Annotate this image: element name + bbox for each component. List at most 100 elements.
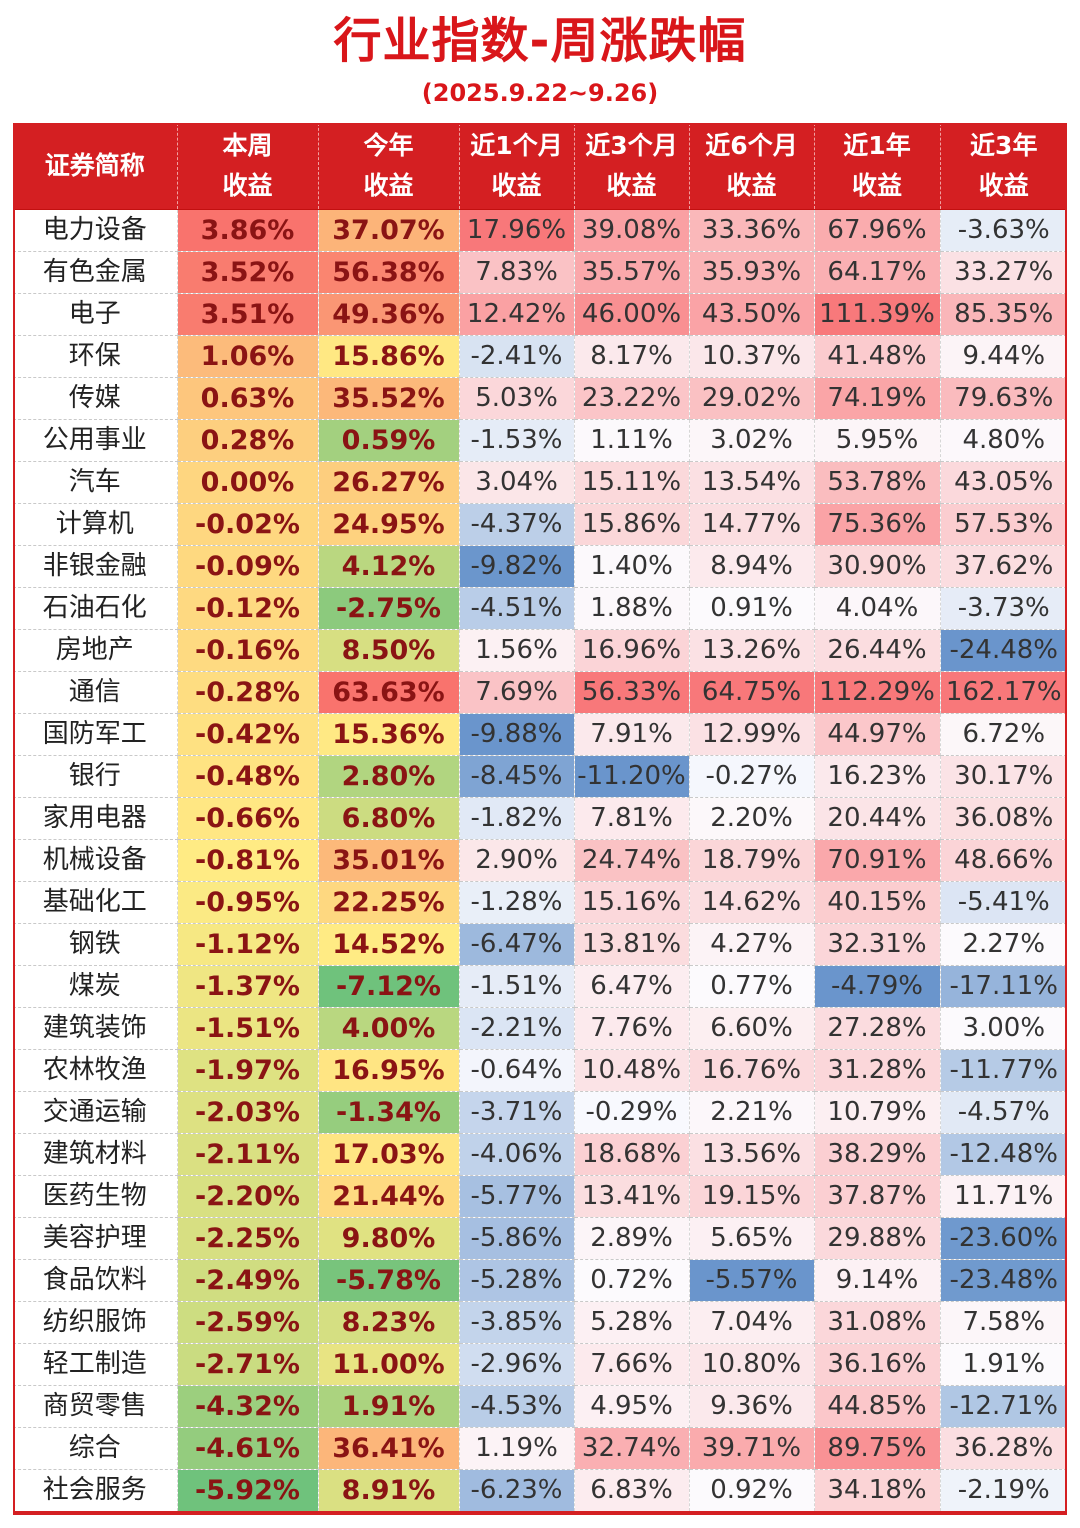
table-row: 煤炭 -1.37% -7.12% -1.51% 6.47% 0.77% -4.79% -17.… bbox=[13, 965, 1067, 1008]
return-cell: 35.93% bbox=[689, 251, 815, 294]
table-row: 建筑装饰 -1.51% 4.00% -2.21% 7.76% 6.60% 27.28% 3.0… bbox=[13, 1007, 1067, 1050]
column-header-name: 证券简称 bbox=[13, 123, 178, 210]
return-cell: -1.82% bbox=[459, 797, 575, 840]
column-header-3m: 近3个月 收益 bbox=[574, 123, 690, 210]
return-cell: 10.79% bbox=[814, 1091, 941, 1134]
return-cell: 1.06% bbox=[177, 335, 319, 378]
return-cell: 111.39% bbox=[814, 293, 941, 336]
return-cell: -5.28% bbox=[459, 1259, 575, 1302]
return-cell: -0.28% bbox=[177, 671, 319, 714]
return-cell: 7.83% bbox=[459, 251, 575, 294]
return-cell: 5.28% bbox=[574, 1301, 690, 1344]
return-cell: 64.75% bbox=[689, 671, 815, 714]
industry-name-cell: 银行 bbox=[13, 755, 178, 798]
return-cell: 7.66% bbox=[574, 1343, 690, 1386]
return-cell: -2.59% bbox=[177, 1301, 319, 1344]
table-row: 环保 1.06% 15.86% -2.41% 8.17% 10.37% 41.48% 9.44… bbox=[13, 335, 1067, 378]
industry-name-cell: 传媒 bbox=[13, 377, 178, 420]
return-cell: 1.56% bbox=[459, 629, 575, 672]
return-cell: 35.57% bbox=[574, 251, 690, 294]
industry-name-cell: 交通运输 bbox=[13, 1091, 178, 1134]
return-cell: 1.19% bbox=[459, 1427, 575, 1470]
return-cell: 29.02% bbox=[689, 377, 815, 420]
return-cell: 14.52% bbox=[318, 923, 460, 966]
return-cell: -1.53% bbox=[459, 419, 575, 462]
return-cell: 9.36% bbox=[689, 1385, 815, 1428]
table-row: 电子 3.51% 49.36% 12.42% 46.00% 43.50% 111.39% 85… bbox=[13, 293, 1067, 336]
return-cell: 4.80% bbox=[940, 419, 1067, 462]
return-cell: -1.51% bbox=[459, 965, 575, 1008]
table-row: 建筑材料 -2.11% 17.03% -4.06% 18.68% 13.56% 38.29%… bbox=[13, 1133, 1067, 1176]
return-cell: 23.22% bbox=[574, 377, 690, 420]
return-cell: -4.53% bbox=[459, 1385, 575, 1428]
table-row: 基础化工 -0.95% 22.25% -1.28% 15.16% 14.62% 40.15%… bbox=[13, 881, 1067, 924]
return-cell: -1.28% bbox=[459, 881, 575, 924]
return-cell: 2.90% bbox=[459, 839, 575, 882]
return-cell: -9.82% bbox=[459, 545, 575, 588]
return-cell: 1.11% bbox=[574, 419, 690, 462]
return-cell: 74.19% bbox=[814, 377, 941, 420]
return-cell: 18.79% bbox=[689, 839, 815, 882]
return-cell: 24.95% bbox=[318, 503, 460, 546]
table-row: 公用事业 0.28% 0.59% -1.53% 1.11% 3.02% 5.95% 4.80% bbox=[13, 419, 1067, 462]
table-row: 机械设备 -0.81% 35.01% 2.90% 24.74% 18.79% 70.91% 4… bbox=[13, 839, 1067, 882]
return-cell: -1.34% bbox=[318, 1091, 460, 1134]
return-cell: -4.51% bbox=[459, 587, 575, 630]
return-cell: 43.05% bbox=[940, 461, 1067, 504]
return-cell: -0.48% bbox=[177, 755, 319, 798]
return-cell: 4.04% bbox=[814, 587, 941, 630]
return-cell: 24.74% bbox=[574, 839, 690, 882]
return-cell: 9.44% bbox=[940, 335, 1067, 378]
return-cell: 44.97% bbox=[814, 713, 941, 756]
return-cell: 26.44% bbox=[814, 629, 941, 672]
return-cell: -2.19% bbox=[940, 1469, 1067, 1513]
return-cell: 8.23% bbox=[318, 1301, 460, 1344]
return-cell: 4.95% bbox=[574, 1385, 690, 1428]
return-cell: 13.26% bbox=[689, 629, 815, 672]
industry-name-cell: 建筑材料 bbox=[13, 1133, 178, 1176]
return-cell: 162.17% bbox=[940, 671, 1067, 714]
industry-name-cell: 轻工制造 bbox=[13, 1343, 178, 1386]
table-row: 商贸零售 -4.32% 1.91% -4.53% 4.95% 9.36% 44.85% -12… bbox=[13, 1385, 1067, 1428]
return-cell: 7.91% bbox=[574, 713, 690, 756]
return-cell: -2.49% bbox=[177, 1259, 319, 1302]
return-cell: 16.95% bbox=[318, 1049, 460, 1092]
return-cell: 36.08% bbox=[940, 797, 1067, 840]
industry-name-cell: 食品饮料 bbox=[13, 1259, 178, 1302]
return-cell: 15.86% bbox=[574, 503, 690, 546]
return-cell: -24.48% bbox=[940, 629, 1067, 672]
return-cell: 21.44% bbox=[318, 1175, 460, 1218]
return-cell: 11.71% bbox=[940, 1175, 1067, 1218]
return-cell: 31.28% bbox=[814, 1049, 941, 1092]
column-header-sublabel: 收益 bbox=[363, 171, 414, 200]
return-cell: 10.37% bbox=[689, 335, 815, 378]
column-header-sublabel: 收益 bbox=[978, 171, 1029, 200]
return-cell: 12.99% bbox=[689, 713, 815, 756]
column-header-sublabel: 收益 bbox=[851, 171, 902, 200]
table-row: 电力设备 3.86% 37.07% 17.96% 39.08% 33.36% 67.96% -… bbox=[13, 209, 1067, 252]
return-cell: 29.88% bbox=[814, 1217, 941, 1260]
return-cell: 26.27% bbox=[318, 461, 460, 504]
return-cell: -4.61% bbox=[177, 1427, 319, 1470]
column-header-sublabel: 收益 bbox=[491, 171, 542, 200]
return-cell: 6.72% bbox=[940, 713, 1067, 756]
return-cell: 12.42% bbox=[459, 293, 575, 336]
return-cell: 2.89% bbox=[574, 1217, 690, 1260]
column-header-6m: 近6个月 收益 bbox=[689, 123, 815, 210]
return-cell: 17.03% bbox=[318, 1133, 460, 1176]
table-body: 电力设备 3.86% 37.07% 17.96% 39.08% 33.36% 67.96% -… bbox=[13, 209, 1067, 1513]
return-cell: -4.06% bbox=[459, 1133, 575, 1176]
industry-name-cell: 综合 bbox=[13, 1427, 178, 1470]
industry-name-cell: 煤炭 bbox=[13, 965, 178, 1008]
return-cell: 36.41% bbox=[318, 1427, 460, 1470]
return-cell: 14.62% bbox=[689, 881, 815, 924]
return-cell: 33.27% bbox=[940, 251, 1067, 294]
table-row: 计算机 -0.02% 24.95% -4.37% 15.86% 14.77% 75.36% 5… bbox=[13, 503, 1067, 546]
return-cell: 16.96% bbox=[574, 629, 690, 672]
return-cell: -2.20% bbox=[177, 1175, 319, 1218]
return-cell: 15.86% bbox=[318, 335, 460, 378]
table-row: 轻工制造 -2.71% 11.00% -2.96% 7.66% 10.80% 36.16% 1… bbox=[13, 1343, 1067, 1386]
return-cell: 32.74% bbox=[574, 1427, 690, 1470]
return-cell: 56.38% bbox=[318, 251, 460, 294]
return-cell: -2.96% bbox=[459, 1343, 575, 1386]
